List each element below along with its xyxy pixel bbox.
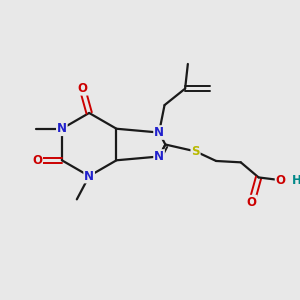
Text: H: H bbox=[292, 174, 300, 187]
Text: O: O bbox=[276, 174, 286, 187]
Text: N: N bbox=[84, 169, 94, 183]
Text: S: S bbox=[191, 145, 200, 158]
Text: N: N bbox=[154, 126, 164, 139]
Text: O: O bbox=[247, 196, 257, 208]
Text: O: O bbox=[77, 82, 87, 95]
Text: N: N bbox=[57, 122, 67, 135]
Text: O: O bbox=[32, 154, 42, 167]
Text: N: N bbox=[154, 150, 164, 163]
